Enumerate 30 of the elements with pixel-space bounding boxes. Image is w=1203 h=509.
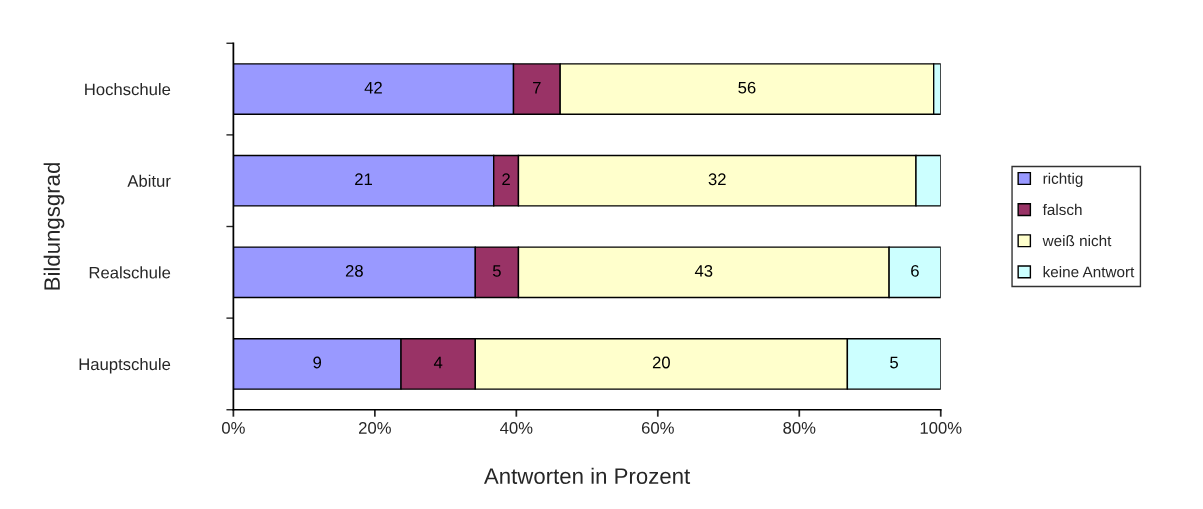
y-tick-label: Hochschule xyxy=(85,83,171,96)
x-tick-label: 0% xyxy=(221,421,245,434)
annotation: 32 xyxy=(708,173,726,186)
x-tick-label: 80% xyxy=(783,421,816,434)
x-tick-label: 40% xyxy=(500,421,533,434)
annotation: 2 xyxy=(502,173,510,185)
annotation: 5 xyxy=(492,265,501,277)
y-tick-label: Hauptschule xyxy=(79,357,171,374)
annotation: 4 xyxy=(433,356,443,369)
legend-label: richtig xyxy=(1043,172,1083,187)
legend-label: keine Antwort xyxy=(1043,266,1135,278)
annotation: 21 xyxy=(355,173,372,185)
annotation: 9 xyxy=(313,356,322,369)
annotation: 20 xyxy=(652,356,670,369)
annotation: 43 xyxy=(694,264,713,277)
annotation: 42 xyxy=(364,81,382,94)
annotation: 56 xyxy=(738,81,756,94)
x-axis-title: Antworten in Prozent xyxy=(483,467,691,484)
annotation: 28 xyxy=(345,264,363,277)
y-axis-title: Bildungsgrad xyxy=(43,163,65,290)
x-tick-label: 100% xyxy=(920,421,962,434)
x-tick-label: 20% xyxy=(359,421,391,434)
legend-label: falsch xyxy=(1042,203,1082,216)
annotation: 5 xyxy=(890,356,898,369)
x-tick-label: 60% xyxy=(641,421,674,434)
legend-label: weiß nicht xyxy=(1042,234,1112,247)
annotation: 6 xyxy=(911,264,919,277)
annotation: 7 xyxy=(533,81,541,94)
y-tick-label: Abitur xyxy=(127,174,171,187)
y-tick-label: Realschule xyxy=(89,266,171,279)
